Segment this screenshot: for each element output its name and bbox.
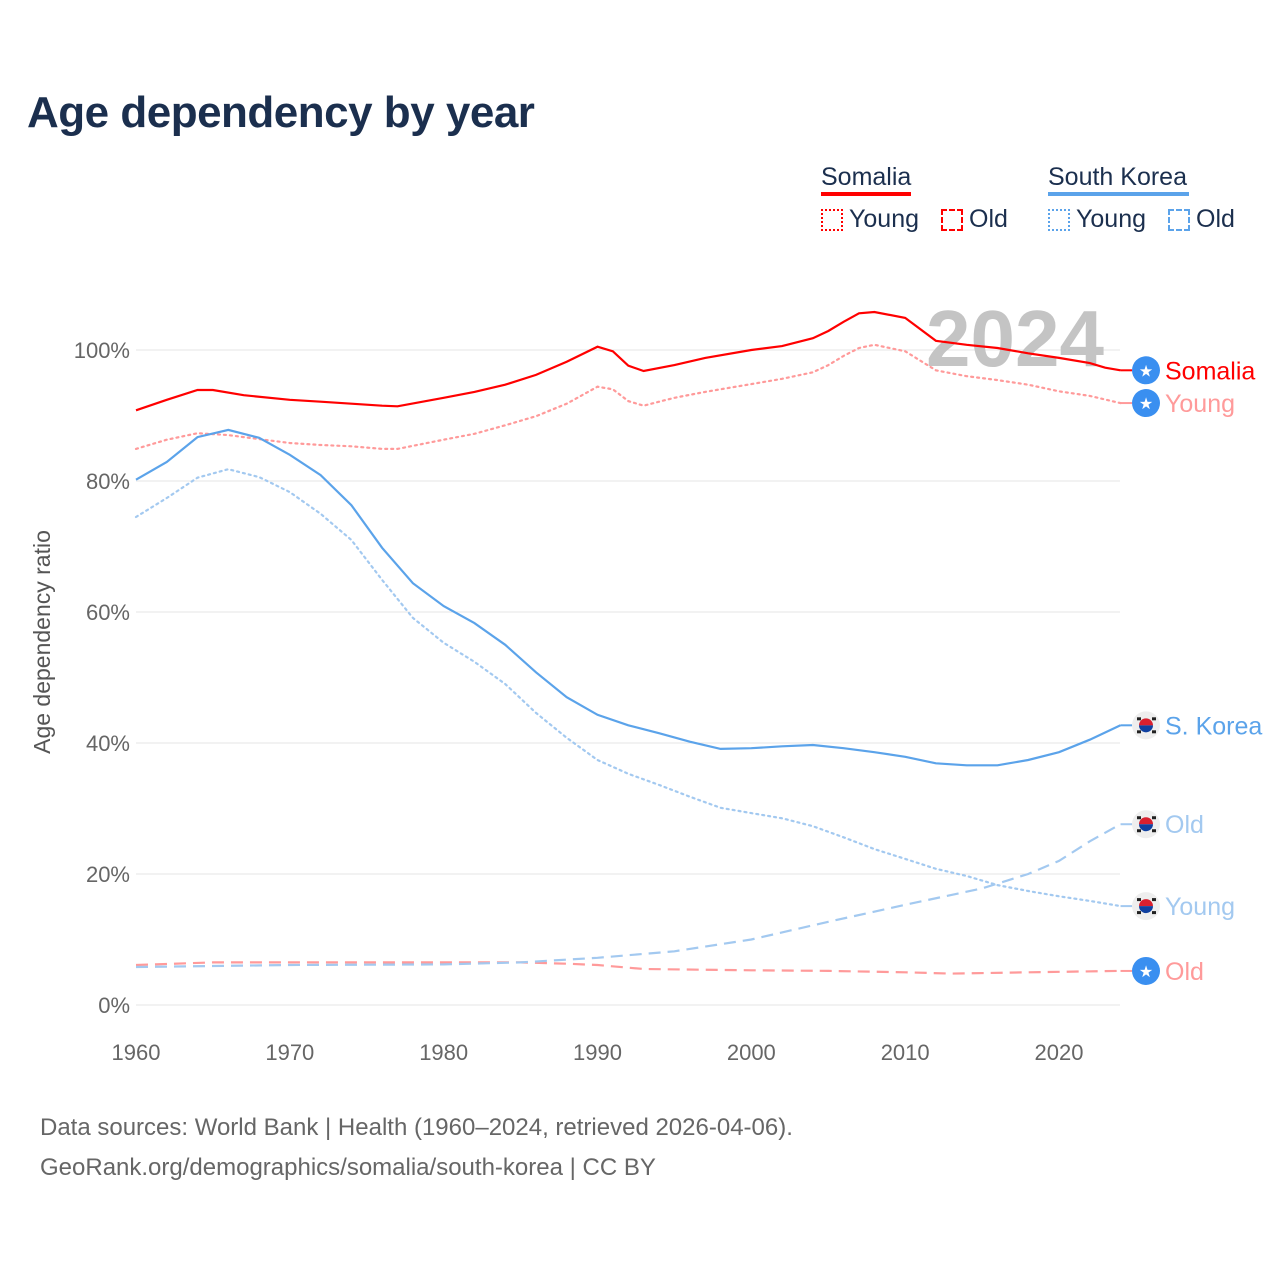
south-korea-flag-icon xyxy=(1132,892,1160,921)
series-line-south-korea xyxy=(135,428,1121,767)
y-axis-label: Age dependency ratio xyxy=(29,530,55,754)
y-tick-label: 100% xyxy=(74,338,130,363)
svg-text:★: ★ xyxy=(1139,363,1153,380)
legend-label: Young xyxy=(849,205,919,233)
footer: Data sources: World Bank | Health (1960–… xyxy=(40,1108,793,1188)
x-tick-label: 1960 xyxy=(112,1040,161,1065)
dashed-swatch-icon xyxy=(941,208,963,231)
y-tick-label: 60% xyxy=(86,600,130,625)
dotted-swatch-icon xyxy=(821,208,843,231)
series-end-label: Old xyxy=(1165,811,1204,839)
somalia-flag-icon: ★ xyxy=(1132,956,1160,985)
y-tick-label: 80% xyxy=(86,469,130,494)
x-tick-label: 2020 xyxy=(1035,1040,1084,1065)
footer-link[interactable]: GeoRank.org/demographics/somalia/south-k… xyxy=(40,1154,656,1181)
svg-text:★: ★ xyxy=(1139,964,1153,981)
chart-title: Age dependency by year xyxy=(27,88,535,137)
legend-korea-young: Young xyxy=(1048,205,1146,234)
legend-somalia: Somalia xyxy=(821,163,912,191)
dashed-swatch-icon xyxy=(1168,208,1190,231)
series-end-label: S. Korea xyxy=(1165,712,1262,740)
y-tick-label: 20% xyxy=(86,862,130,887)
legend-south-korea-bar xyxy=(1048,192,1189,196)
south-korea-flag-icon xyxy=(1132,711,1160,740)
y-tick-label: 40% xyxy=(86,731,130,756)
series-end-label: Old xyxy=(1165,958,1204,986)
legend-label: Old xyxy=(969,205,1008,233)
legend-korea-old: Old xyxy=(1168,205,1235,234)
legend-somalia-old: Old xyxy=(941,205,1008,234)
footer-sources: Data sources: World Bank | Health (1960–… xyxy=(40,1114,793,1141)
dotted-swatch-icon xyxy=(1048,208,1070,231)
legend-somalia-young: Young xyxy=(821,205,919,234)
x-tick-label: 1970 xyxy=(265,1040,314,1065)
x-tick-label: 2010 xyxy=(881,1040,930,1065)
somalia-flag-icon: ★ xyxy=(1132,389,1160,418)
x-tick-label: 1990 xyxy=(573,1040,622,1065)
series-line-south-korea-young xyxy=(134,468,1122,908)
x-tick-label: 2000 xyxy=(727,1040,776,1065)
svg-text:★: ★ xyxy=(1139,396,1153,413)
year-watermark: 2024 xyxy=(926,294,1104,383)
legend-label: Old xyxy=(1196,205,1235,233)
series-line-south-korea-old xyxy=(135,823,1122,969)
south-korea-flag-icon xyxy=(1132,810,1160,839)
series-line-somalia-young xyxy=(134,343,1122,450)
x-tick-label: 1980 xyxy=(419,1040,468,1065)
series-end-label: Somalia xyxy=(1165,357,1255,385)
series-end-label: Young xyxy=(1165,893,1235,921)
series-line-somalia-old xyxy=(135,961,1121,975)
somalia-flag-icon: ★ xyxy=(1132,356,1160,385)
legend-label: Young xyxy=(1076,205,1146,233)
legend-south-korea: South Korea xyxy=(1048,163,1187,191)
series-end-label: Young xyxy=(1165,390,1235,418)
series-line-somalia xyxy=(135,310,1121,412)
y-tick-label: 0% xyxy=(98,993,130,1018)
legend-somalia-bar xyxy=(821,192,911,196)
